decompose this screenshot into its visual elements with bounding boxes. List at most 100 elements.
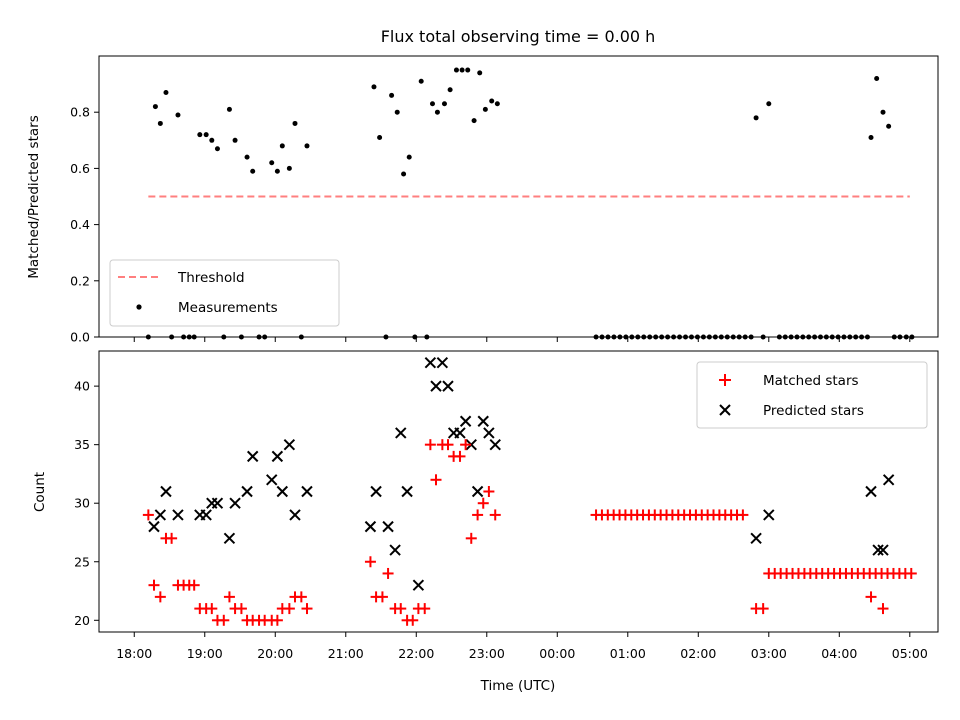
measurement-point [157, 120, 163, 126]
predicted-point [483, 427, 495, 439]
measurement-point [197, 132, 203, 138]
measurement-point [874, 75, 880, 81]
predicted-stroke [471, 485, 484, 498]
predicted-point [271, 450, 284, 463]
matched-point [223, 591, 235, 603]
predicted-stroke [412, 579, 425, 591]
measurement-point [868, 134, 874, 140]
matched-point [424, 439, 436, 451]
predicted-stroke [148, 520, 160, 533]
measurement-point [377, 134, 383, 140]
measurement-point [203, 132, 209, 138]
predicted-stroke [200, 509, 212, 521]
predicted-point [763, 509, 775, 521]
predicted-point [401, 485, 413, 498]
bottom-x-tick-label: 02:00 [680, 646, 716, 661]
predicted-stroke [459, 415, 472, 427]
predicted-stroke [241, 485, 253, 498]
predicted-point [872, 544, 884, 556]
predicted-stroke [865, 485, 877, 498]
measurement-point [482, 106, 488, 112]
predicted-point [471, 485, 484, 498]
matched-point [460, 439, 472, 451]
top-y-axis-label: Matched/Predicted stars [26, 115, 42, 278]
top-y-tick-label: 0.8 [70, 105, 90, 120]
predicted-stroke [442, 380, 454, 392]
measurement-point [175, 112, 181, 118]
matched-point [301, 603, 313, 615]
measurement-point [401, 171, 407, 177]
predicted-point [465, 438, 477, 451]
bottom-y-tick-label: 35 [74, 437, 90, 452]
matched-point [395, 603, 407, 615]
measurement-point [447, 87, 453, 93]
measurement-point [389, 92, 395, 98]
bottom-x-ticks: 18:00 19:00 20:00 21:00 22:00 23:00 00:00 01:00… [116, 632, 928, 661]
predicted-point [200, 509, 212, 521]
measurement-point [226, 106, 232, 112]
predicted-stroke [364, 520, 377, 533]
predicted-stroke [877, 544, 889, 556]
predicted-stroke [223, 532, 236, 545]
bottom-plot-frame [98, 350, 939, 633]
matched-point [477, 497, 489, 509]
legend-predicted-swatch [719, 404, 731, 416]
predicted-point [430, 380, 442, 392]
bottom-x-tick-label: 01:00 [610, 646, 646, 661]
predicted-stroke [477, 415, 489, 427]
predicted-point [459, 415, 472, 427]
predicted-point [395, 427, 407, 439]
top-y-tick-label: 0.4 [70, 217, 90, 232]
top-chart-title: Flux total observing time = 0.00 h [381, 27, 656, 46]
predicted-point [276, 485, 289, 498]
predicted-stroke [882, 474, 895, 486]
measurement-point [766, 101, 772, 107]
predicted-point [289, 509, 301, 521]
predicted-stroke [370, 485, 382, 498]
legend-matched-label: Matched stars [763, 373, 859, 389]
bottom-x-tick-label: 21:00 [328, 646, 364, 661]
top-plot-frame [98, 55, 939, 338]
measurement-point [434, 109, 440, 115]
matched-point [376, 591, 388, 603]
matched-point [442, 439, 454, 451]
matched-point [757, 603, 769, 615]
predicted-point [283, 438, 296, 451]
bottom-x-tick-label: 20:00 [257, 646, 293, 661]
legend-measurements-swatch [136, 304, 142, 310]
predicted-stroke [872, 544, 884, 556]
matched-point [142, 509, 154, 521]
predicted-stroke [382, 520, 394, 533]
measurement-point [269, 160, 275, 166]
predicted-stroke [454, 427, 466, 439]
predicted-stroke [154, 509, 167, 521]
predicted-point [211, 497, 224, 509]
predicted-stroke [229, 497, 241, 509]
bottom-legend: Matched stars Predicted stars [696, 361, 928, 429]
predicted-point [382, 520, 394, 533]
matched-point [218, 614, 230, 626]
measurement-point [286, 165, 292, 171]
measurement-point [214, 146, 220, 152]
measurement-point [209, 137, 215, 143]
matched-point [489, 509, 501, 521]
predicted-stroke [389, 544, 401, 556]
bottom-y-ticks: 20 25 30 35 40 [74, 379, 99, 628]
top-y-tick-label: 0.2 [70, 273, 90, 288]
bottom-y-tick-label: 20 [74, 613, 90, 628]
top-y-tick-label: 0.6 [70, 161, 90, 176]
measurement-point [477, 70, 483, 76]
matched-point [865, 591, 877, 603]
predicted-point [246, 450, 259, 463]
predicted-stroke [276, 485, 289, 498]
matched-point [407, 614, 419, 626]
top-legend-box [109, 259, 340, 327]
predicted-stroke [211, 497, 224, 509]
predicted-stroke [395, 427, 407, 439]
predicted-stroke [172, 509, 184, 521]
bottom-x-tick-label: 03:00 [751, 646, 787, 661]
matched-point [188, 579, 200, 591]
predicted-stroke [160, 485, 172, 498]
measurement-point [418, 78, 424, 84]
